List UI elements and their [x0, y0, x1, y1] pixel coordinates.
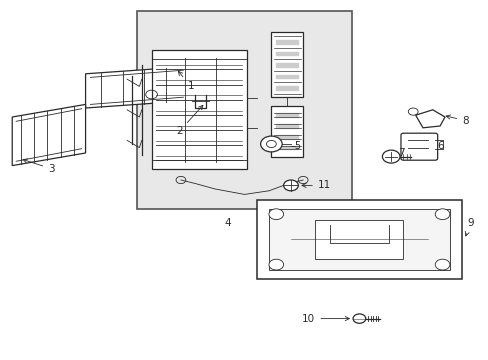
Polygon shape — [12, 104, 85, 166]
Bar — [315, 220, 403, 259]
Text: 6: 6 — [437, 141, 444, 151]
Bar — [268, 209, 449, 270]
Text: 2: 2 — [176, 105, 203, 136]
Text: 3: 3 — [23, 159, 55, 174]
Text: 7: 7 — [397, 148, 404, 158]
Circle shape — [434, 209, 449, 220]
Text: –5: –5 — [290, 141, 302, 151]
Bar — [151, 50, 246, 169]
Polygon shape — [85, 67, 188, 108]
Text: 8: 8 — [445, 115, 468, 126]
Circle shape — [260, 136, 282, 152]
FancyBboxPatch shape — [400, 133, 437, 160]
Circle shape — [268, 209, 283, 220]
Text: 9: 9 — [464, 218, 473, 236]
Text: 1: 1 — [178, 71, 194, 91]
Circle shape — [268, 259, 283, 270]
Text: 4: 4 — [224, 218, 230, 228]
Circle shape — [382, 150, 399, 163]
Circle shape — [283, 180, 298, 191]
Text: 11: 11 — [302, 180, 330, 190]
Polygon shape — [415, 110, 444, 128]
Bar — [271, 32, 303, 97]
Bar — [271, 106, 303, 157]
Text: 10: 10 — [302, 314, 348, 324]
Circle shape — [434, 259, 449, 270]
Circle shape — [352, 314, 365, 323]
Bar — [137, 11, 351, 209]
Bar — [256, 200, 461, 279]
